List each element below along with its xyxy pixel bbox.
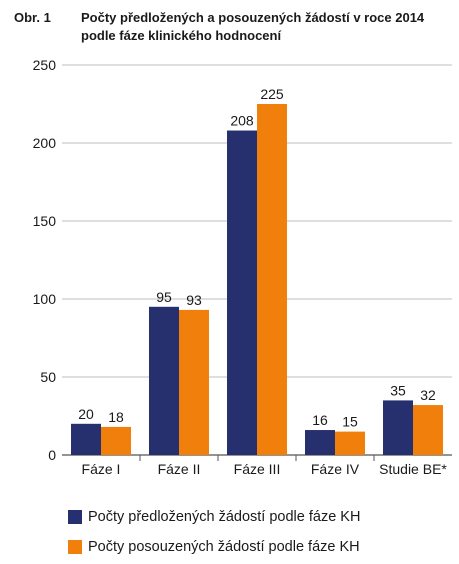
bar [305, 430, 335, 455]
data-label: 15 [342, 414, 358, 430]
data-label: 32 [420, 387, 436, 403]
data-label: 18 [108, 409, 124, 425]
bar [149, 306, 179, 455]
y-tick-label: 50 [40, 369, 56, 385]
bar [383, 400, 413, 455]
data-label: 20 [78, 406, 94, 422]
bar [227, 130, 257, 455]
legend-swatch-series2 [68, 540, 82, 554]
data-label: 208 [230, 113, 254, 129]
y-tick-label: 150 [33, 213, 57, 229]
figure-number: Obr. 1 [14, 10, 51, 25]
y-tick-label: 200 [33, 135, 57, 151]
legend-swatch-series1 [68, 510, 82, 524]
x-tick-label: Fáze I [82, 461, 121, 477]
y-tick-label: 250 [33, 57, 57, 73]
legend-label-series2: Počty posouzených žádostí podle fáze KH [88, 539, 360, 555]
legend-item-series2: Počty posouzených žádostí podle fáze KH [68, 534, 360, 560]
x-tick-label: Fáze IV [311, 461, 360, 477]
data-label: 35 [390, 382, 406, 398]
chart-title: Počty předložených a posouzených žádostí… [81, 10, 425, 43]
bar [413, 405, 443, 455]
legend-item-series1: Počty předložených žádostí podle fáze KH [68, 504, 360, 530]
legend-label-series1: Počty předložených žádostí podle fáze KH [88, 509, 361, 525]
bar [179, 309, 209, 455]
y-tick-label: 0 [48, 447, 56, 463]
bar-chart: 0 50 100 150 200 250 20 18 Fáze I 95 93 Fáze II 208 2… [33, 57, 452, 477]
bar [101, 426, 131, 455]
x-tick-label: Fáze III [234, 461, 281, 477]
data-label: 16 [312, 412, 328, 428]
data-label: 93 [186, 292, 202, 308]
y-tick-label: 100 [33, 291, 57, 307]
data-label: 95 [156, 289, 172, 305]
x-tick-label: Studie BE* [379, 461, 447, 477]
bar [335, 431, 365, 455]
data-label: 225 [260, 86, 284, 102]
bar [257, 104, 287, 455]
legend: Počty předložených žádostí podle fáze KH… [68, 504, 360, 564]
bar [71, 423, 101, 455]
x-tick-label: Fáze II [158, 461, 201, 477]
